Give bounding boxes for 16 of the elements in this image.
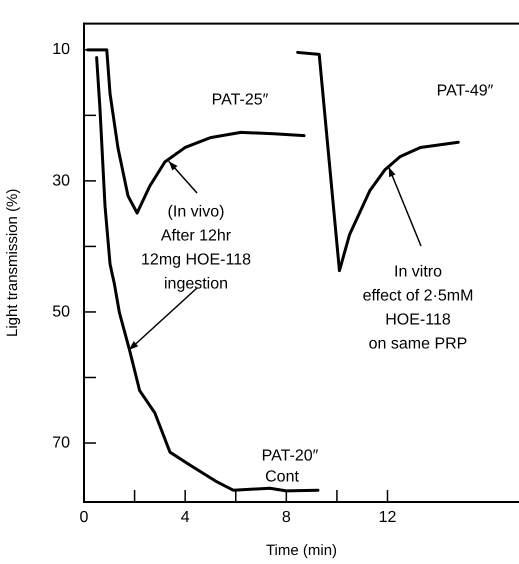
- series-label: PAT-20″: [262, 447, 319, 464]
- x-tick-label: 12: [378, 509, 396, 526]
- annotation: Cont: [265, 468, 300, 486]
- y-tick-label: 10: [52, 41, 70, 58]
- y-axis-title: Light transmission (%): [4, 188, 22, 337]
- annotation: (In vivo) After 12hr 12mg HOE-118 ingestion: [141, 203, 252, 292]
- x-tick-label: 4: [180, 509, 190, 526]
- x-tick-label: 0: [80, 509, 89, 526]
- x-axis-title: Time (min): [266, 542, 338, 560]
- y-tick-label: 50: [52, 303, 70, 320]
- x-tick-label: 8: [282, 509, 291, 526]
- y-tick-label: 70: [52, 434, 70, 452]
- y-tick-label: 30: [52, 172, 70, 190]
- text: PAT-49″: [436, 82, 494, 100]
- annotation: In vitro effect of 2·5mM HOE-118 on same PRP: [362, 263, 474, 352]
- series-label: PAT-25″: [212, 91, 269, 108]
